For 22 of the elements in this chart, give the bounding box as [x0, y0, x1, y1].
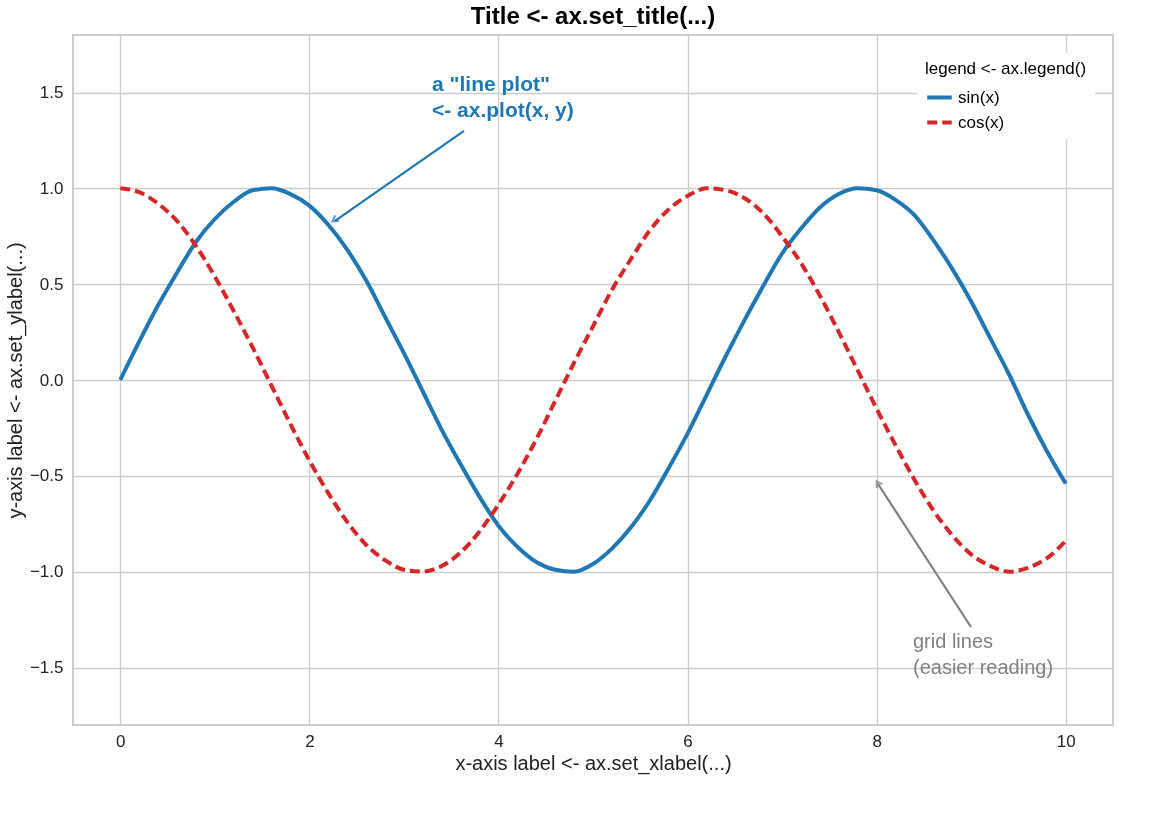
line-series [118, 186, 1068, 574]
y-tick-label: −1.5 [29, 658, 64, 677]
y-tick-label: −0.5 [29, 466, 64, 486]
x-tick-label: 8 [872, 731, 882, 751]
x-tick-label: 10 [1056, 731, 1076, 751]
annotation: grid lines (easier reading) [913, 630, 1054, 678]
y-tick-label: 1.5 [39, 83, 64, 102]
chart-title: Title <- ax.set_title(...) [470, 2, 716, 29]
y-tick-label: 0.5 [39, 274, 64, 294]
x-tick-label: 2 [305, 731, 315, 751]
annotation: a "line plot" <- ax.plot(x, y) [432, 71, 574, 121]
x-axis-title: x-axis label <- ax.set_xlabel(...) [455, 751, 732, 775]
x-tick-label: 0 [116, 731, 126, 751]
y-tick-label: 1.0 [39, 178, 64, 198]
legend-label: sin(x) [958, 87, 1000, 107]
y-tick-label: −1.0 [29, 562, 64, 582]
x-tick-label: 6 [683, 731, 693, 751]
x-tick-label: 4 [494, 731, 504, 751]
y-tick-label: 0.0 [39, 370, 64, 390]
y-axis-title: y-axis label <- ax.set_ylabel(...) [3, 242, 27, 519]
legend-label: cos(x) [958, 112, 1005, 132]
legend-title: legend <- ax.legend() [925, 59, 1087, 78]
